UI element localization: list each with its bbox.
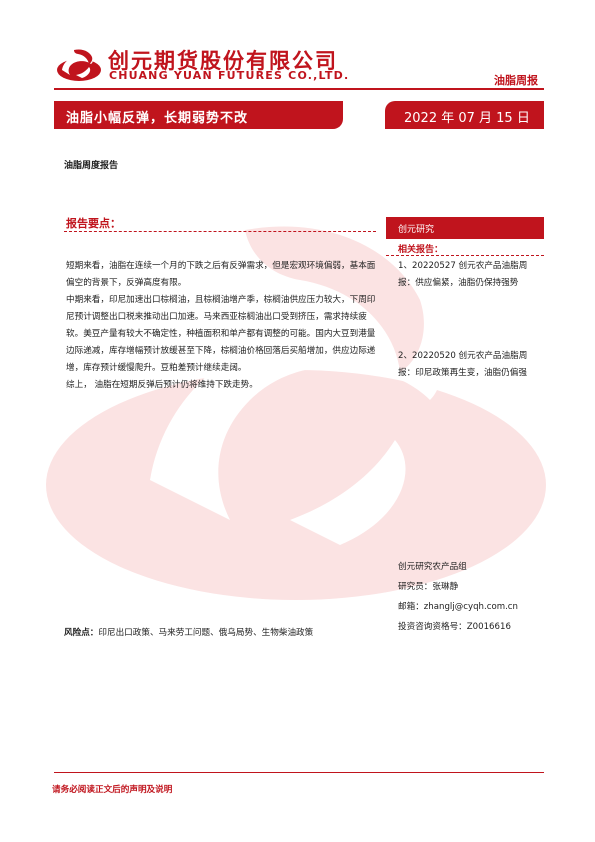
key-point-paragraph: 综上， 油脂在短期反弹后预计仍将维持下跌走势。	[66, 380, 258, 390]
related-report-link[interactable]: 1、20220527 创元农产品油脂周报：供应偏紧，油脂仍保持强势	[398, 261, 528, 288]
company-name-cn: 创元期货股份有限公司	[108, 49, 338, 73]
key-point-paragraph: 中期来看，印尼加速出口棕榈油，且棕榈油增产季，棕榈油供应压力较大，下周印尼预计调…	[66, 295, 376, 373]
research-group: 创元研究农产品组	[398, 562, 467, 572]
key-points-divider	[64, 231, 376, 232]
researcher-email[interactable]: 邮箱：zhanglj@cyqh.com.cn	[398, 602, 518, 612]
researcher-name: 研究员：张琳静	[398, 582, 459, 592]
key-points-heading: 报告要点：	[66, 217, 121, 230]
risk-points: 风险点：印尼出口政策、马来劳工问题、俄乌局势、生物柴油政策	[64, 626, 313, 638]
footer-divider	[54, 772, 544, 773]
report-title: 油脂小幅反弹，长期弱势不改	[66, 111, 249, 126]
key-point-paragraph: 短期来看，油脂在连续一个月的下跌之后有反弹需求，但是宏观环境偏弱，基本面偏空的背…	[66, 261, 376, 288]
company-name-en: CHUANG YUAN FUTURES CO.,LTD.	[109, 69, 350, 82]
license-number: 投资咨询资格号：Z0016616	[398, 622, 511, 632]
related-reports-label: 相关报告：	[398, 245, 444, 255]
report-series-tag: 油脂周报	[494, 74, 538, 87]
header-divider	[54, 88, 544, 90]
sidebar-header-bar	[386, 217, 544, 239]
title-banner	[54, 101, 343, 129]
company-logo-icon	[57, 49, 101, 81]
report-type: 油脂周度报告	[64, 161, 119, 171]
date-banner	[385, 101, 544, 129]
report-date: 2022 年 07 月 15 日	[404, 111, 530, 126]
disclaimer-notice: 请务必阅读正文后的声明及说明	[52, 785, 173, 795]
key-points-body: 短期来看，油脂在连续一个月的下跌之后有反弹需求，但是宏观环境偏弱，基本面偏空的背…	[66, 258, 376, 394]
sidebar-divider	[386, 255, 544, 256]
related-report-link[interactable]: 2、20220520 创元农产品油脂周报：印尼政策再生变，油脂仍偏强	[398, 351, 528, 378]
sidebar-header: 创元研究	[398, 225, 435, 235]
risk-text: 印尼出口政策、马来劳工问题、俄乌局势、生物柴油政策	[98, 628, 314, 638]
risk-label: 风险点：	[64, 628, 99, 638]
